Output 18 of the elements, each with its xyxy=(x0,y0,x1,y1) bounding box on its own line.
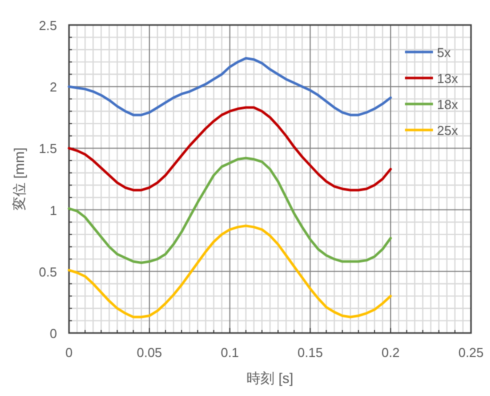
legend-label: 25x xyxy=(437,123,458,138)
legend-label: 13x xyxy=(437,71,458,86)
y-tick-label: 1 xyxy=(50,202,57,218)
x-tick-label: 0.2 xyxy=(382,345,400,360)
x-tick-label: 0.05 xyxy=(136,345,162,360)
y-tick-label: 0 xyxy=(50,326,57,341)
legend-label: 18x xyxy=(437,97,458,112)
x-tick-label: 0.1 xyxy=(220,345,239,360)
y-axis-title: 変位 [mm] xyxy=(11,148,27,210)
y-tick-label: 2 xyxy=(50,80,57,95)
x-tick-label: 0.25 xyxy=(458,345,484,360)
legend-label: 5x xyxy=(437,45,452,60)
x-tick-label: 0 xyxy=(65,345,73,360)
x-tick-label: 0.15 xyxy=(298,345,323,360)
x-axis-title: 時刻 [s] xyxy=(246,370,294,386)
y-tick-label: 1.5 xyxy=(38,141,57,156)
y-tick-label: 2.5 xyxy=(38,18,57,33)
y-tick-label: 0.5 xyxy=(38,264,57,280)
